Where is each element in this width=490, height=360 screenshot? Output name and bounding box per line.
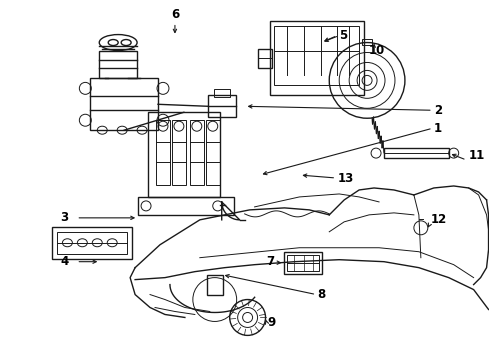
Bar [362, 39, 372, 45]
Bar [207, 275, 223, 294]
Text: 8: 8 [318, 288, 325, 301]
Bar [99, 50, 137, 78]
Bar [285, 252, 322, 274]
Text: 10: 10 [369, 44, 385, 57]
Bar [52, 227, 132, 259]
Bar [206, 120, 220, 185]
Bar [214, 89, 230, 97]
Text: 1: 1 [434, 122, 442, 135]
Bar [288, 255, 319, 271]
Bar [90, 78, 158, 130]
Bar [138, 197, 234, 215]
Text: 11: 11 [468, 149, 485, 162]
Bar [57, 232, 127, 254]
Text: 2: 2 [434, 104, 442, 117]
Bar [190, 120, 204, 185]
Bar [258, 49, 271, 68]
Text: 3: 3 [60, 211, 69, 224]
Text: 7: 7 [267, 255, 274, 268]
Bar [172, 120, 186, 185]
Text: 6: 6 [171, 8, 179, 21]
Bar [274, 26, 359, 85]
Bar [148, 112, 220, 197]
Text: 13: 13 [337, 171, 353, 185]
Bar [270, 21, 364, 95]
Text: 12: 12 [431, 213, 447, 226]
Bar [208, 95, 236, 117]
Text: 4: 4 [60, 255, 69, 268]
Text: 5: 5 [339, 29, 347, 42]
Text: 9: 9 [268, 316, 276, 329]
Bar [156, 120, 170, 185]
Bar [384, 148, 449, 158]
